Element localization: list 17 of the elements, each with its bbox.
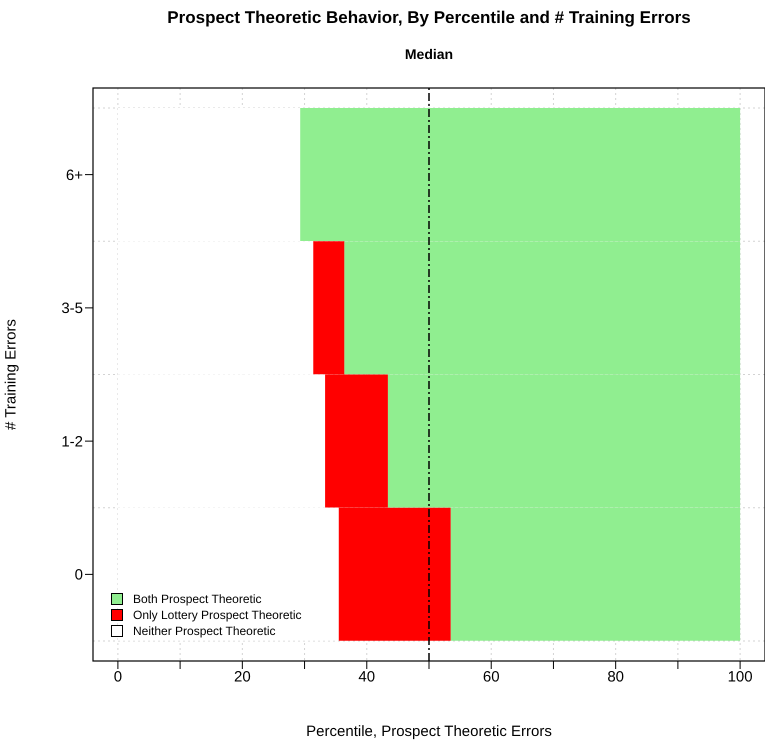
y-axis-title: # Training Errors xyxy=(2,319,20,430)
x-axis-title: Percentile, Prospect Theoretic Errors xyxy=(306,723,552,740)
legend-label: Both Prospect Theoretic xyxy=(133,592,262,606)
y-tick-label: 6+ xyxy=(66,166,84,184)
y-tick-label: 3-5 xyxy=(61,300,83,318)
legend-label: Neither Prospect Theoretic xyxy=(133,624,276,638)
x-tick-label: 100 xyxy=(728,668,753,686)
x-tick-label: 20 xyxy=(234,668,251,686)
legend-label: Only Lottery Prospect Theoretic xyxy=(133,608,302,622)
chart-subtitle: Median xyxy=(404,46,454,62)
y-tick-label: 1-2 xyxy=(61,433,83,450)
chart-title: Prospect Theoretic Behavior, By Percentile and # Training Errors xyxy=(166,8,692,28)
x-tick-label: 40 xyxy=(358,668,376,686)
x-tick-label: 80 xyxy=(607,668,624,686)
y-tick-label: 0 xyxy=(74,566,83,584)
x-tick-label: 0 xyxy=(114,668,122,686)
x-tick-label: 60 xyxy=(482,668,500,686)
